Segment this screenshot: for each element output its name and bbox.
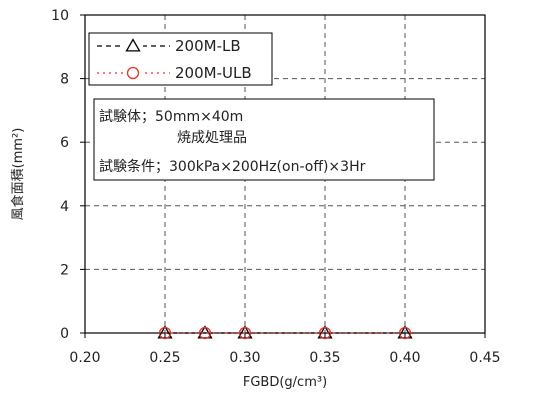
x-axis-label: FGBD(g/cm³) <box>243 375 327 390</box>
y-tick-label: 10 <box>51 8 69 24</box>
x-tick-label: 0.45 <box>469 350 500 366</box>
y-axis-label: 風食面積(mm²) <box>10 128 26 221</box>
legend: 200M-LB 200M-ULB <box>88 32 273 86</box>
annotation-box: 試験体；50mm×40m 焼成処理品 試験条件；300kPa×200Hz(on-… <box>93 98 435 181</box>
x-tick-label: 0.35 <box>309 350 340 366</box>
legend-box <box>88 32 273 86</box>
x-tick-label: 0.40 <box>389 350 420 366</box>
x-axis: 0.20 0.25 0.30 0.35 0.40 0.45 <box>69 333 501 366</box>
data-point <box>198 326 212 340</box>
data-point <box>398 326 412 340</box>
x-tick-label: 0.20 <box>69 350 100 366</box>
y-tick-label: 0 <box>60 326 69 342</box>
data-point <box>158 326 172 340</box>
legend-label: 200M-LB <box>175 37 241 55</box>
annotation-line-2: 焼成処理品 <box>177 130 247 146</box>
legend-marker-bg <box>123 64 143 82</box>
y-axis: 0 2 4 6 8 10 <box>51 8 85 342</box>
legend-item: 200M-LB <box>97 37 241 55</box>
data-point <box>238 326 252 340</box>
series-layer <box>157 325 413 340</box>
y-tick-label: 8 <box>60 72 69 88</box>
series-200M-ULB <box>158 326 412 340</box>
annotation-line-1: 試験体；50mm×40m <box>99 109 243 125</box>
legend-label: 200M-ULB <box>175 64 252 82</box>
annotation-line-3: 試験条件；300kPa×200Hz(on-off)×3Hr <box>99 158 366 175</box>
y-tick-label: 2 <box>60 262 69 278</box>
legend-marker <box>126 66 140 80</box>
annotation-frame <box>93 98 435 181</box>
legend-marker <box>125 38 141 52</box>
data-point <box>318 326 332 340</box>
y-tick-label: 6 <box>60 135 69 151</box>
x-tick-label: 0.25 <box>149 350 180 366</box>
y-tick-label: 4 <box>60 199 69 215</box>
x-tick-label: 0.30 <box>229 350 260 366</box>
legend-item: 200M-ULB <box>97 64 252 82</box>
series-200M-LB <box>157 325 413 339</box>
